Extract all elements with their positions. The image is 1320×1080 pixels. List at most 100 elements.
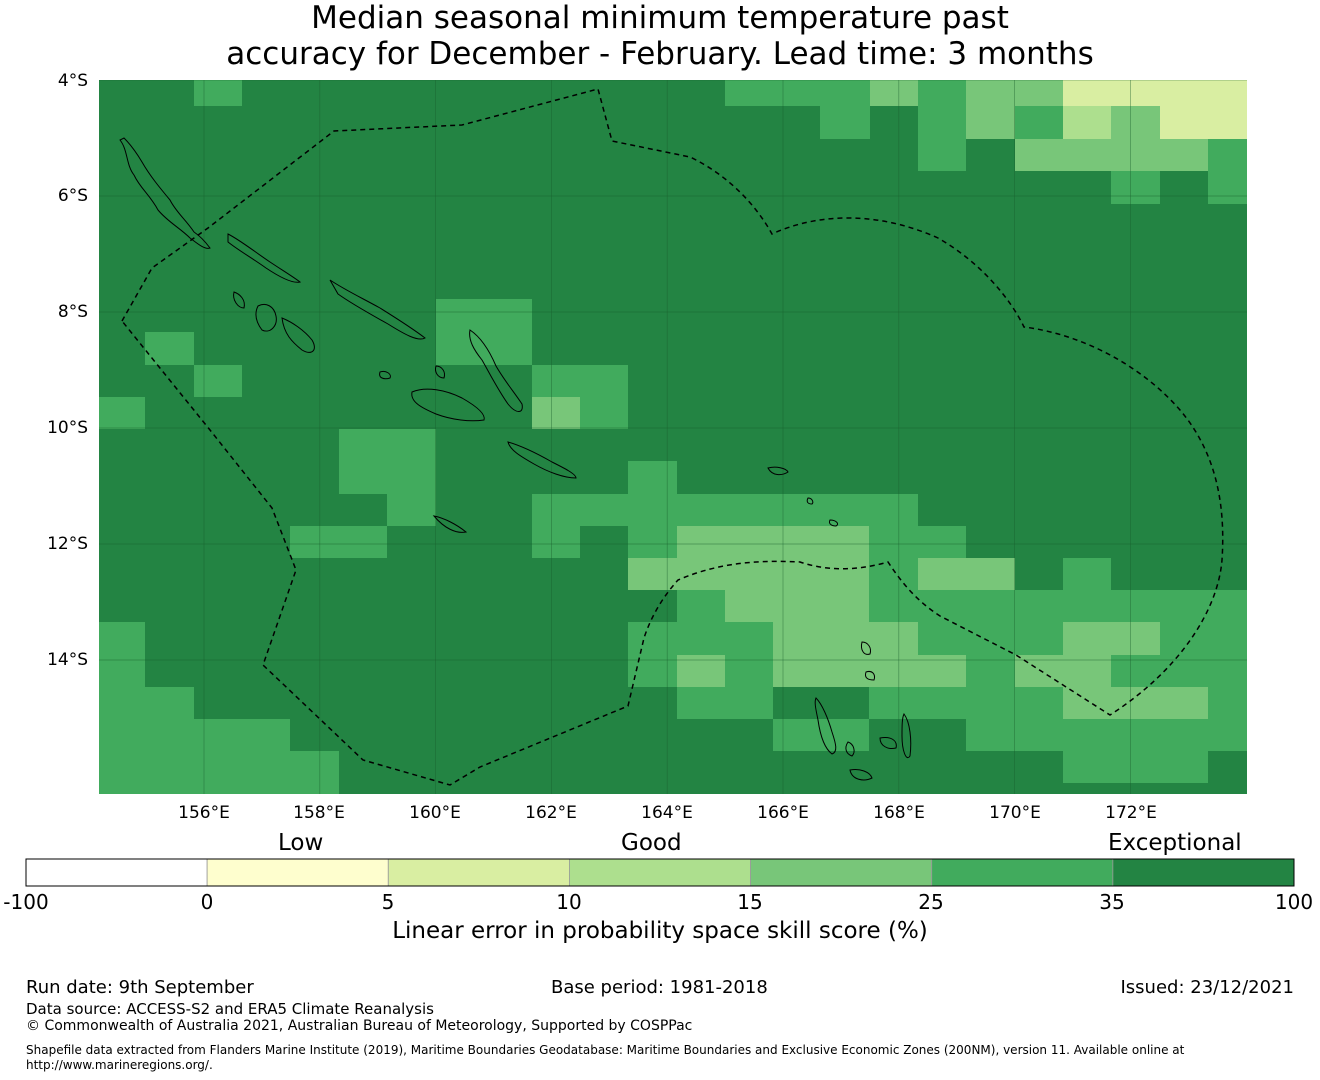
skill-cell — [1063, 751, 1208, 783]
torres-islands-coast — [865, 671, 875, 681]
lon-label-166e: 166°E — [757, 803, 809, 823]
skill-cell — [869, 687, 1063, 719]
colorbar-tick: 15 — [737, 890, 763, 914]
skill-cell — [918, 622, 1063, 655]
colorbar-segment — [25, 858, 208, 887]
skill-cell — [1208, 687, 1247, 719]
skill-cell — [1111, 106, 1160, 139]
lat-label-10s: 10°S — [47, 418, 88, 438]
skill-cell — [194, 365, 242, 397]
colorbar-tick: 0 — [200, 890, 214, 914]
skill-cell — [820, 106, 870, 139]
lat-label-14s: 14°S — [47, 650, 88, 670]
guadalcanal-coast — [411, 388, 485, 422]
malaita-coast — [469, 329, 523, 412]
lon-label-168e: 168°E — [873, 803, 925, 823]
makira-coast — [507, 441, 577, 479]
skill-cell — [145, 687, 194, 794]
skill-cell — [194, 80, 242, 106]
colorbar-tick: -100 — [3, 890, 49, 914]
pentecost-coast — [901, 713, 912, 758]
skill-cell — [677, 687, 773, 719]
colorbar-segment — [387, 858, 570, 887]
skill-cell — [869, 494, 918, 526]
skill-cell — [628, 526, 677, 558]
ambae-coast — [879, 737, 897, 749]
new-georgia-coast-2 — [281, 317, 315, 353]
skill-cell — [290, 526, 387, 558]
skill-cell — [1208, 139, 1247, 204]
skill-cell — [290, 751, 339, 794]
skill-cell — [194, 719, 290, 794]
shapefile-credit-line-2: http://www.marineregions.org/. — [26, 1058, 213, 1072]
skill-cell — [1015, 106, 1063, 139]
skill-cell — [918, 590, 1208, 622]
lat-label-6s: 6°S — [57, 186, 88, 206]
colorbar — [25, 858, 1295, 887]
lon-label-170e: 170°E — [989, 803, 1041, 823]
skill-cell — [628, 461, 677, 494]
skill-cell — [966, 719, 1247, 751]
small-island-coast — [806, 497, 814, 505]
lon-label-164e: 164°E — [641, 803, 693, 823]
santa-cruz-coast — [767, 466, 789, 476]
lat-label-8s: 8°S — [57, 302, 88, 322]
skill-cell — [1160, 80, 1247, 139]
skill-cell — [387, 494, 436, 526]
skill-cell — [869, 526, 966, 558]
skill-cell — [436, 299, 532, 365]
colorbar-title: Linear error in probability space skill … — [392, 918, 928, 944]
colorbar-segment — [750, 858, 933, 887]
colorbar-segment — [1112, 858, 1295, 887]
graticule — [99, 80, 1247, 794]
colorbar-tick: 5 — [381, 890, 395, 914]
skill-cell — [1063, 687, 1208, 719]
skill-cell — [1063, 106, 1111, 139]
skill-cell — [1015, 139, 1208, 171]
skill-cell — [628, 622, 773, 655]
skill-cells — [99, 80, 1247, 794]
shapefile-credit-line-1: Shapefile data extracted from Flanders M… — [26, 1043, 1185, 1057]
russell-islands-coast — [379, 371, 391, 380]
skill-cell — [1015, 80, 1063, 106]
skill-cell — [99, 622, 145, 794]
skill-cell — [145, 332, 194, 365]
rennell-coast — [432, 515, 468, 533]
lon-label-162e: 162°E — [525, 803, 577, 823]
epi-coast — [849, 769, 873, 781]
eez-boundary — [121, 88, 1224, 786]
skill-cell — [725, 590, 869, 622]
data-source: Data source: ACCESS-S2 and ERA5 Climate … — [26, 1000, 434, 1018]
skill-cell — [1111, 171, 1160, 204]
colorbar-tick: 100 — [1274, 890, 1314, 914]
skill-cell — [532, 397, 580, 429]
category-good: Good — [621, 830, 682, 856]
lon-label-158e: 158°E — [293, 803, 345, 823]
shapefile-credit: Shapefile data extracted from Flanders M… — [26, 1043, 1306, 1073]
skill-cell — [677, 590, 725, 622]
skill-cell — [628, 558, 869, 590]
colorbar-tick: 35 — [1099, 890, 1125, 914]
lon-label-160e: 160°E — [409, 803, 461, 823]
skill-cell — [966, 80, 1015, 139]
skill-cell — [532, 526, 580, 558]
florida-islands-coast — [435, 365, 445, 379]
colorbar-border — [25, 858, 1295, 887]
map-title-line-2: accuracy for December - February. Lead t… — [226, 36, 1094, 72]
colorbar-segment — [931, 858, 1114, 887]
small-island-coast-2 — [829, 519, 839, 527]
coastlines — [119, 137, 912, 781]
banks-islands-coast — [861, 641, 871, 655]
skill-cell — [1063, 622, 1160, 655]
issued-date: Issued: 23/12/2021 — [1120, 977, 1294, 998]
skill-cell — [869, 558, 918, 622]
colorbar-tick: 25 — [918, 890, 944, 914]
lon-label-156e: 156°E — [178, 803, 230, 823]
lon-label-172e: 172°E — [1105, 803, 1157, 823]
category-exceptional: Exceptional — [1108, 830, 1242, 856]
map-panel — [99, 80, 1247, 794]
colorbar-tick: 10 — [556, 890, 582, 914]
map-title-line-1: Median seasonal minimum temperature past — [311, 0, 1009, 36]
skill-cell — [773, 622, 918, 655]
